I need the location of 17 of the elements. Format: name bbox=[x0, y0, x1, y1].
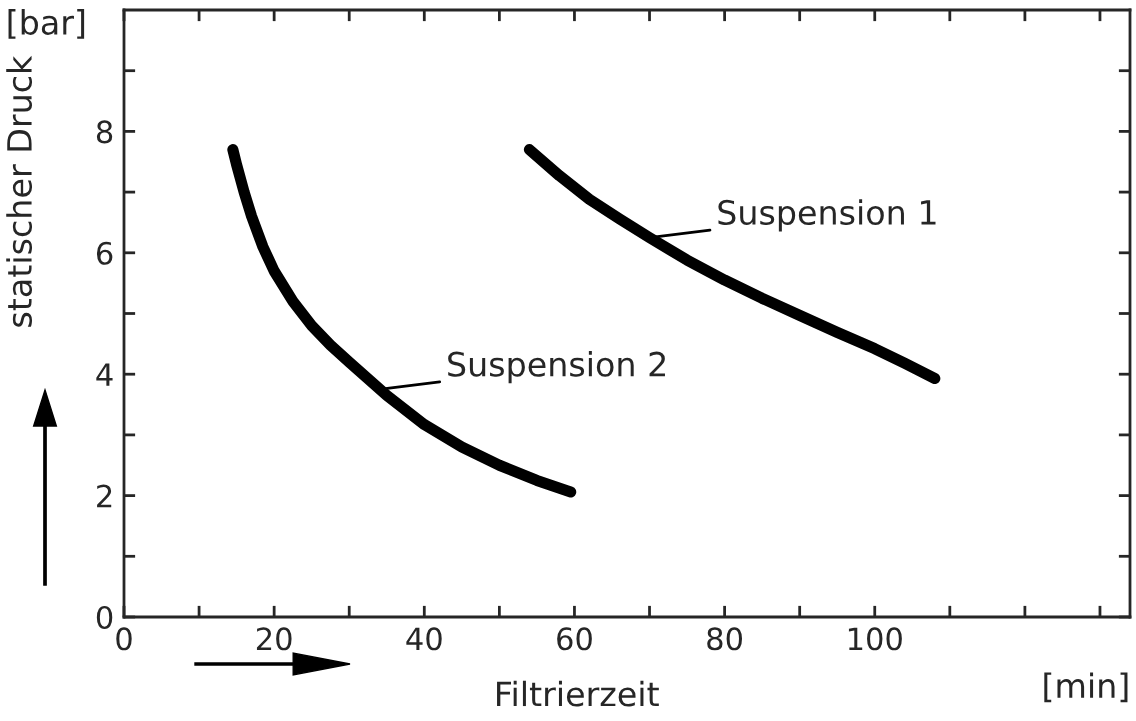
x-axis-title: Filtrierzeit bbox=[497, 680, 659, 707]
y-axis-title: statischer Druck bbox=[6, 55, 33, 327]
y-tick-label: 2 bbox=[97, 484, 112, 508]
y-tick-label: 6 bbox=[96, 241, 113, 265]
annotation: Suspension 2 bbox=[448, 351, 665, 384]
x-tick-label: 0 bbox=[116, 627, 132, 651]
y-tick-label: 8 bbox=[96, 120, 113, 144]
x-tick-label: 100 bbox=[848, 627, 902, 651]
x-tick-label: 40 bbox=[406, 627, 442, 651]
y-tick-label: 0 bbox=[96, 605, 113, 630]
text: [min] bbox=[1044, 672, 1128, 703]
x-tick-label: 80 bbox=[707, 627, 743, 651]
x-tick-label: 60 bbox=[557, 627, 592, 651]
annotation: Suspension 1 bbox=[718, 199, 936, 232]
x-tick-label: 20 bbox=[256, 627, 292, 651]
y-tick-label: 4 bbox=[96, 363, 113, 386]
text: [bar] bbox=[8, 9, 85, 39]
